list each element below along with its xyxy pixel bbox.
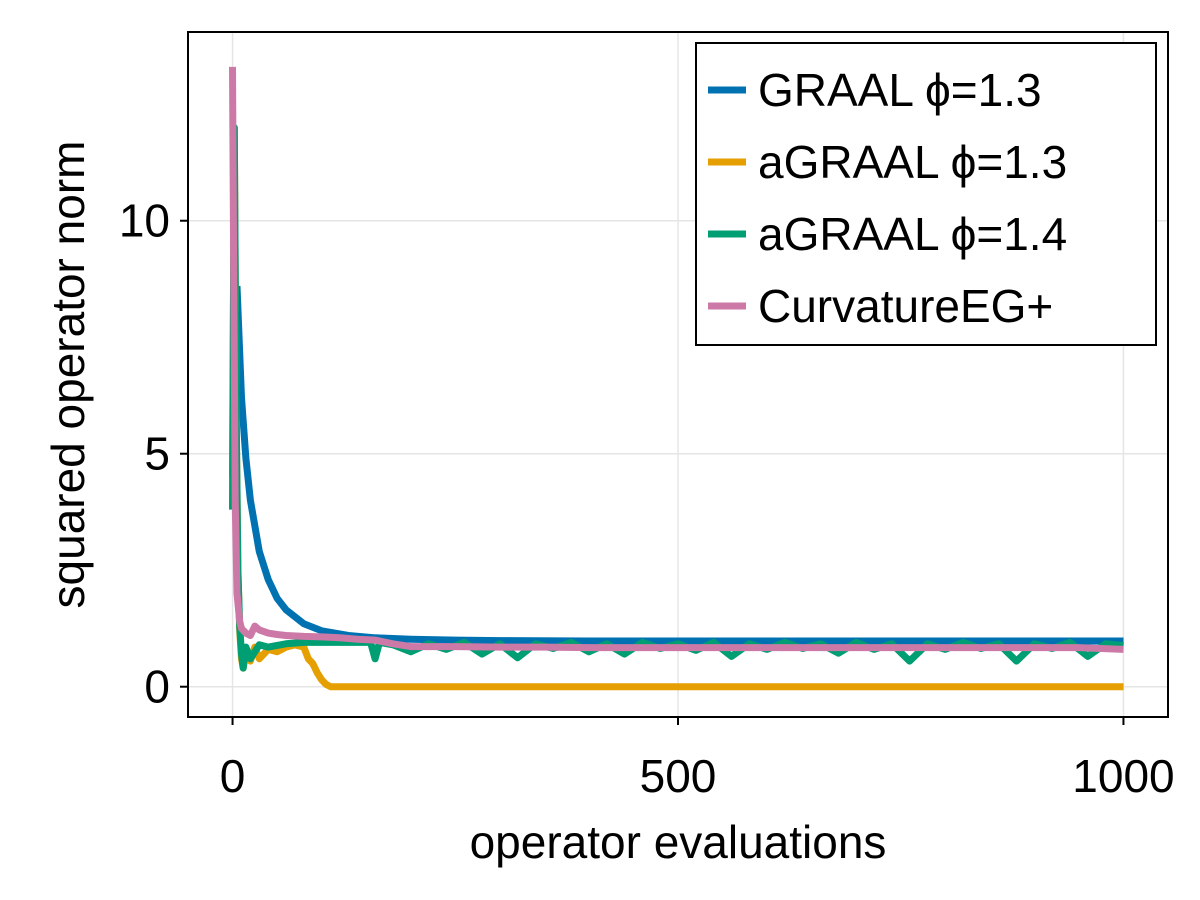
y-tick-label-1: 5 — [144, 428, 170, 480]
series-layer — [229, 66, 1124, 691]
legend-label-0: GRAAL ϕ=1.3 — [758, 64, 1042, 116]
x-tick-label-1: 500 — [640, 750, 717, 802]
legend-label-1: aGRAAL ϕ=1.3 — [758, 136, 1067, 188]
x-axis-label: operator evaluations — [470, 816, 887, 868]
axis-ticks: 0 500 1000 0 5 10 — [119, 195, 1175, 802]
legend-entry-2: aGRAAL ϕ=1.4 — [708, 208, 1067, 260]
y-tick-label-2: 10 — [119, 195, 170, 247]
legend-box — [695, 42, 1157, 346]
series-line-3 — [229, 66, 1124, 653]
legend-entry-3: CurvatureEG+ — [708, 280, 1053, 332]
y-tick-label-0: 0 — [144, 661, 170, 713]
legend: GRAAL ϕ=1.3 aGRAAL ϕ=1.3 aGRAAL ϕ=1.4 Cu… — [695, 42, 1157, 346]
legend-label-3: CurvatureEG+ — [758, 280, 1053, 332]
x-tick-label-0: 0 — [220, 750, 246, 802]
x-tick-label-2: 1000 — [1072, 750, 1174, 802]
legend-label-2: aGRAAL ϕ=1.4 — [758, 208, 1067, 260]
y-axis-label: squared operator norm — [42, 141, 94, 609]
legend-entry-0: GRAAL ϕ=1.3 — [708, 64, 1042, 116]
legend-entry-1: aGRAAL ϕ=1.3 — [708, 136, 1067, 188]
